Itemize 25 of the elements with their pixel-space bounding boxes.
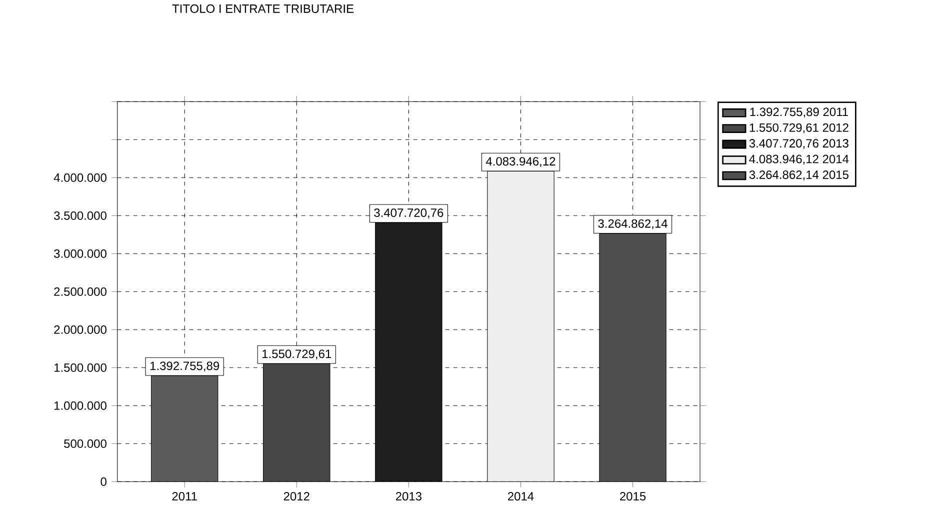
legend-label: 1.392.755,89 2011 <box>750 108 848 118</box>
data-label: 1.550.729,61 <box>262 350 332 360</box>
legend-label: 1.550.729,61 2012 <box>750 123 848 134</box>
x-tick-label: 2014 <box>508 492 534 501</box>
y-tick-label: 500.000 <box>64 439 106 448</box>
y-tick-label: 0 <box>100 477 106 486</box>
y-tick-label: 3.000.000 <box>54 249 106 258</box>
y-tick-label: 4.000.000 <box>54 173 106 182</box>
y-tick-label: 2.500.000 <box>54 287 106 296</box>
data-label: 3.264.862,14 <box>598 219 668 230</box>
legend-label: 4.083.946,12 2014 <box>749 154 849 165</box>
data-label: 3.407.720,76 <box>374 208 444 218</box>
x-tick-label: 2015 <box>620 492 646 501</box>
legend-label: 3.264.862,14 2015 <box>749 170 848 180</box>
x-tick-label: 2011 <box>172 492 197 501</box>
x-tick-label: 2012 <box>284 492 310 501</box>
data-label: 1.392.755,89 <box>150 362 220 372</box>
x-tick-label: 2013 <box>396 492 422 501</box>
legend-label: 3.407.720,76 2013 <box>749 139 848 149</box>
y-tick-label: 1.000.000 <box>54 401 106 410</box>
y-tick-label: 1.500.000 <box>54 363 106 372</box>
data-label: 4.083.946,12 <box>486 157 556 168</box>
y-tick-label: 2.000.000 <box>54 325 106 334</box>
y-tick-label: 3.500.000 <box>54 211 106 220</box>
chart-title: TITOLO I ENTRATE TRIBUTARIE <box>172 4 354 13</box>
